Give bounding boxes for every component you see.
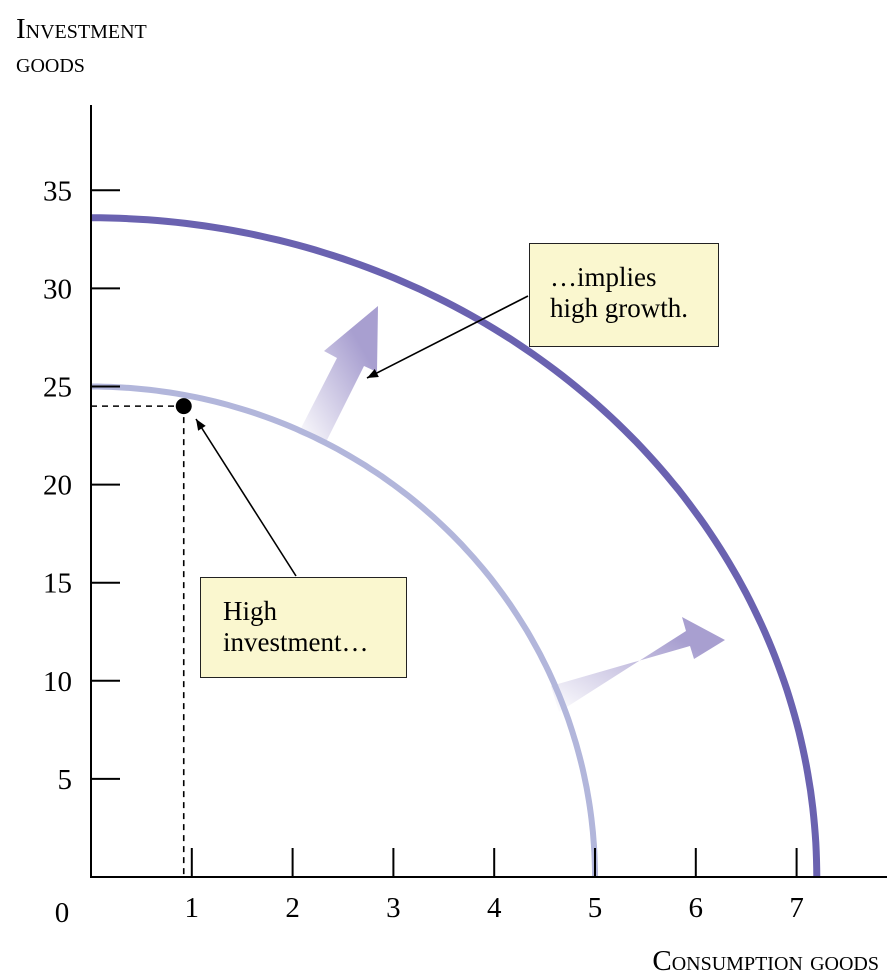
curve-shifted-frontier	[91, 214, 821, 878]
y-tick-label-30: 30	[43, 273, 72, 305]
shift-arrow-right	[551, 617, 725, 712]
annotation-high-investment-line2: investment…	[223, 627, 369, 657]
annotation-high-growth: …implies high growth.	[529, 243, 719, 347]
y-tick-label-20: 20	[43, 470, 72, 502]
pointer-arrow-high-investment-head	[196, 419, 206, 431]
x-tick-label-1: 1	[185, 892, 200, 924]
y-tick-label-15: 15	[43, 568, 72, 600]
x-tick-label-7: 7	[789, 892, 804, 924]
x-tick-label-2: 2	[285, 892, 300, 924]
y-axis-title-line2: goods	[16, 47, 85, 79]
x-tick-label-6: 6	[689, 892, 704, 924]
x-tick-label-5: 5	[588, 892, 603, 924]
x-tick-label-3: 3	[386, 892, 401, 924]
pointer-arrow-high-growth	[366, 295, 529, 379]
y-tick-label-35: 35	[43, 175, 72, 207]
y-axis-title: Investment goods	[16, 12, 147, 80]
annotation-high-growth-line2: high growth.	[550, 293, 688, 323]
x-tick-label-4: 4	[487, 892, 502, 924]
annotation-high-investment-line1: High	[223, 596, 277, 626]
shift-arrow-up	[298, 306, 378, 444]
x-axis-title: Consumption goods	[652, 945, 879, 977]
annotation-high-investment: High investment…	[200, 577, 407, 678]
curve-original-frontier	[91, 383, 598, 877]
selected-point	[175, 398, 192, 415]
annotation-high-growth-line1: …implies	[550, 262, 657, 292]
pointer-arrow-high-growth-head	[367, 368, 379, 378]
pointer-arrow-high-investment	[195, 418, 297, 577]
y-tick-label-10: 10	[43, 666, 72, 698]
origin-label: 0	[55, 897, 70, 929]
y-axis-title-line1: Investment	[16, 13, 147, 45]
y-tick-label-25: 25	[43, 372, 72, 404]
y-tick-label-5: 5	[58, 764, 73, 796]
